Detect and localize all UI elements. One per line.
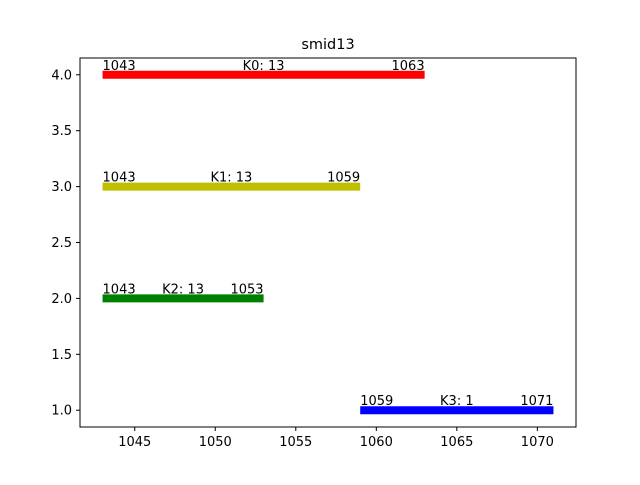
segment-start-label-3: 1059 <box>360 394 393 409</box>
x-tick-label-1: 1050 <box>199 435 232 450</box>
y-tick-label-6: 4.0 <box>51 68 72 83</box>
segment-label-0: K0: 13 <box>243 59 285 74</box>
x-tick-label-4: 1065 <box>440 435 473 450</box>
chart-title: smid13 <box>301 37 354 53</box>
segment-label-1: K1: 13 <box>210 171 252 186</box>
y-tick-label-4: 3.0 <box>51 180 72 195</box>
segment-label-3: K3: 1 <box>440 394 474 409</box>
y-tick-label-3: 2.5 <box>51 236 72 251</box>
y-tick-label-5: 3.5 <box>51 124 72 139</box>
y-tick-label-0: 1.0 <box>51 404 72 419</box>
x-tick-label-3: 1060 <box>360 435 393 450</box>
plot-area: 1043 K0: 13 1063 1043 K1: 13 1059 1043 K2: 13 10… <box>51 57 577 450</box>
segment-label-2: K2: 13 <box>162 282 204 297</box>
segment-start-label-1: 1043 <box>103 171 136 186</box>
segment-start-label-2: 1043 <box>103 282 136 297</box>
segment-end-label-1: 1059 <box>327 171 360 186</box>
segment-end-label-0: 1063 <box>392 59 425 74</box>
x-tick-label-5: 1070 <box>521 435 554 450</box>
x-tick-label-2: 1055 <box>279 435 312 450</box>
x-tick-label-0: 1045 <box>118 435 151 450</box>
segment-end-label-3: 1071 <box>520 394 553 409</box>
segment-end-label-2: 1053 <box>230 282 263 297</box>
segment-start-label-0: 1043 <box>103 59 136 74</box>
y-tick-label-2: 2.0 <box>51 292 72 307</box>
y-tick-label-1: 1.5 <box>51 348 72 363</box>
